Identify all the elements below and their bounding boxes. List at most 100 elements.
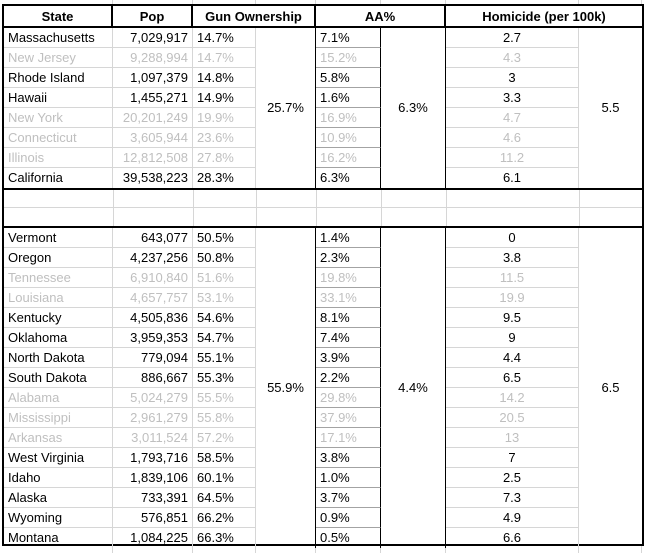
cell-pop[interactable]: 4,657,757 xyxy=(113,288,193,308)
cell-aa-pct[interactable]: 17.1% xyxy=(316,428,381,448)
cell-homicide[interactable]: 13 xyxy=(446,428,579,448)
cell-homicide[interactable]: 3 xyxy=(446,68,579,88)
cell-aa-pct[interactable]: 1.6% xyxy=(316,88,381,108)
cell-gun-pct[interactable]: 14.7% xyxy=(193,48,256,68)
cell-pop[interactable]: 1,455,271 xyxy=(113,88,193,108)
cell-homicide[interactable]: 4.7 xyxy=(446,108,579,128)
cell-state[interactable]: Oregon xyxy=(4,248,113,268)
cell-homicide[interactable]: 4.9 xyxy=(446,508,579,528)
cell-aa-pct[interactable]: 16.2% xyxy=(316,148,381,168)
cell-state[interactable]: Mississippi xyxy=(4,408,113,428)
cell-pop[interactable]: 39,538,223 xyxy=(113,168,193,188)
cell-pop[interactable]: 576,851 xyxy=(113,508,193,528)
cell-homicide[interactable]: 20.5 xyxy=(446,408,579,428)
cell-state[interactable]: Illinois xyxy=(4,148,113,168)
cell-aa-pct[interactable]: 3.7% xyxy=(316,488,381,508)
cell-state[interactable]: Massachusetts xyxy=(4,28,113,48)
cell-pop[interactable]: 7,029,917 xyxy=(113,28,193,48)
cell-gun-pct[interactable]: 51.6% xyxy=(193,268,256,288)
cell-aa-pct[interactable]: 7.1% xyxy=(316,28,381,48)
cell-gun-pct[interactable]: 54.6% xyxy=(193,308,256,328)
cell-pop[interactable]: 4,237,256 xyxy=(113,248,193,268)
cell-gun-pct[interactable]: 66.2% xyxy=(193,508,256,528)
cell-aa-pct[interactable]: 8.1% xyxy=(316,308,381,328)
cell-homicide[interactable]: 4.4 xyxy=(446,348,579,368)
cell-pop[interactable]: 733,391 xyxy=(113,488,193,508)
cell-homicide[interactable]: 7 xyxy=(446,448,579,468)
merged-cell-homicide-average[interactable]: 5.5 xyxy=(601,100,620,115)
cell-gun-pct[interactable]: 55.3% xyxy=(193,368,256,388)
cell-aa-pct[interactable]: 5.8% xyxy=(316,68,381,88)
cell-state[interactable]: North Dakota xyxy=(4,348,113,368)
cell-state[interactable]: Alabama xyxy=(4,388,113,408)
cell-aa-pct[interactable]: 6.3% xyxy=(316,168,381,188)
cell-homicide[interactable]: 11.2 xyxy=(446,148,579,168)
cell-gun-pct[interactable]: 28.3% xyxy=(193,168,256,188)
cell-state[interactable]: Louisiana xyxy=(4,288,113,308)
cell-pop[interactable]: 9,288,994 xyxy=(113,48,193,68)
cell-aa-pct[interactable]: 37.9% xyxy=(316,408,381,428)
cell-gun-pct[interactable]: 60.1% xyxy=(193,468,256,488)
cell-gun-pct[interactable]: 54.7% xyxy=(193,328,256,348)
cell-state[interactable]: Oklahoma xyxy=(4,328,113,348)
cell-pop[interactable]: 4,505,836 xyxy=(113,308,193,328)
cell-gun-pct[interactable]: 14.7% xyxy=(193,28,256,48)
cell-homicide[interactable]: 3.3 xyxy=(446,88,579,108)
merged-cell-aa-average[interactable]: 6.3% xyxy=(381,28,446,188)
cell-pop[interactable]: 3,605,944 xyxy=(113,128,193,148)
cell-aa-pct[interactable]: 3.9% xyxy=(316,348,381,368)
merged-cell-gun-average[interactable]: 55.9% xyxy=(256,228,316,548)
header-cell-homicide[interactable]: Homicide (per 100k) xyxy=(482,8,606,24)
cell-homicide[interactable]: 19.9 xyxy=(446,288,579,308)
cell-gun-pct[interactable]: 50.8% xyxy=(193,248,256,268)
cell-state[interactable]: South Dakota xyxy=(4,368,113,388)
cell-pop[interactable]: 779,094 xyxy=(113,348,193,368)
cell-gun-pct[interactable]: 55.5% xyxy=(193,388,256,408)
cell-pop[interactable]: 1,839,106 xyxy=(113,468,193,488)
cell-pop[interactable]: 20,201,249 xyxy=(113,108,193,128)
cell-gun-pct[interactable]: 53.1% xyxy=(193,288,256,308)
cell-aa-pct[interactable]: 2.3% xyxy=(316,248,381,268)
cell-gun-pct[interactable]: 27.8% xyxy=(193,148,256,168)
cell-gun-pct[interactable]: 55.8% xyxy=(193,408,256,428)
cell-gun-pct[interactable]: 14.8% xyxy=(193,68,256,88)
cell-state[interactable]: California xyxy=(4,168,113,188)
cell-gun-pct[interactable]: 50.5% xyxy=(193,228,256,248)
cell-aa-pct[interactable]: 10.9% xyxy=(316,128,381,148)
cell-gun-pct[interactable]: 14.9% xyxy=(193,88,256,108)
cell-state[interactable]: West Virginia xyxy=(4,448,113,468)
cell-homicide[interactable]: 4.3 xyxy=(446,48,579,68)
cell-state[interactable]: Tennessee xyxy=(4,268,113,288)
cell-homicide[interactable]: 0 xyxy=(446,228,579,248)
cell-pop[interactable]: 1,793,716 xyxy=(113,448,193,468)
cell-aa-pct[interactable]: 3.8% xyxy=(316,448,381,468)
cell-state[interactable]: New Jersey xyxy=(4,48,113,68)
cell-homicide[interactable]: 6.6 xyxy=(446,528,579,548)
cell-aa-pct[interactable]: 0.9% xyxy=(316,508,381,528)
cell-state[interactable]: New York xyxy=(4,108,113,128)
cell-gun-pct[interactable]: 57.2% xyxy=(193,428,256,448)
cell-pop[interactable]: 3,959,353 xyxy=(113,328,193,348)
cell-gun-pct[interactable]: 19.9% xyxy=(193,108,256,128)
cell-pop[interactable]: 886,667 xyxy=(113,368,193,388)
merged-cell-homicide-average[interactable]: 6.5 xyxy=(601,380,620,395)
cell-pop[interactable]: 5,024,279 xyxy=(113,388,193,408)
cell-homicide[interactable]: 7.3 xyxy=(446,488,579,508)
cell-aa-pct[interactable]: 33.1% xyxy=(316,288,381,308)
cell-state[interactable]: Idaho xyxy=(4,468,113,488)
cell-aa-pct[interactable]: 19.8% xyxy=(316,268,381,288)
cell-gun-pct[interactable]: 66.3% xyxy=(193,528,256,548)
cell-aa-pct[interactable]: 1.0% xyxy=(316,468,381,488)
empty-rows-gap[interactable] xyxy=(4,188,642,228)
cell-state[interactable]: Hawaii xyxy=(4,88,113,108)
cell-homicide[interactable]: 2.7 xyxy=(446,28,579,48)
cell-gun-pct[interactable]: 64.5% xyxy=(193,488,256,508)
cell-gun-pct[interactable]: 55.1% xyxy=(193,348,256,368)
merged-cell-aa-average[interactable]: 4.4% xyxy=(381,228,446,548)
cell-aa-pct[interactable]: 7.4% xyxy=(316,328,381,348)
cell-pop[interactable]: 1,084,225 xyxy=(113,528,193,548)
cell-homicide[interactable]: 4.6 xyxy=(446,128,579,148)
cell-homicide[interactable]: 14.2 xyxy=(446,388,579,408)
cell-aa-pct[interactable]: 0.5% xyxy=(316,528,381,548)
cell-aa-pct[interactable]: 15.2% xyxy=(316,48,381,68)
